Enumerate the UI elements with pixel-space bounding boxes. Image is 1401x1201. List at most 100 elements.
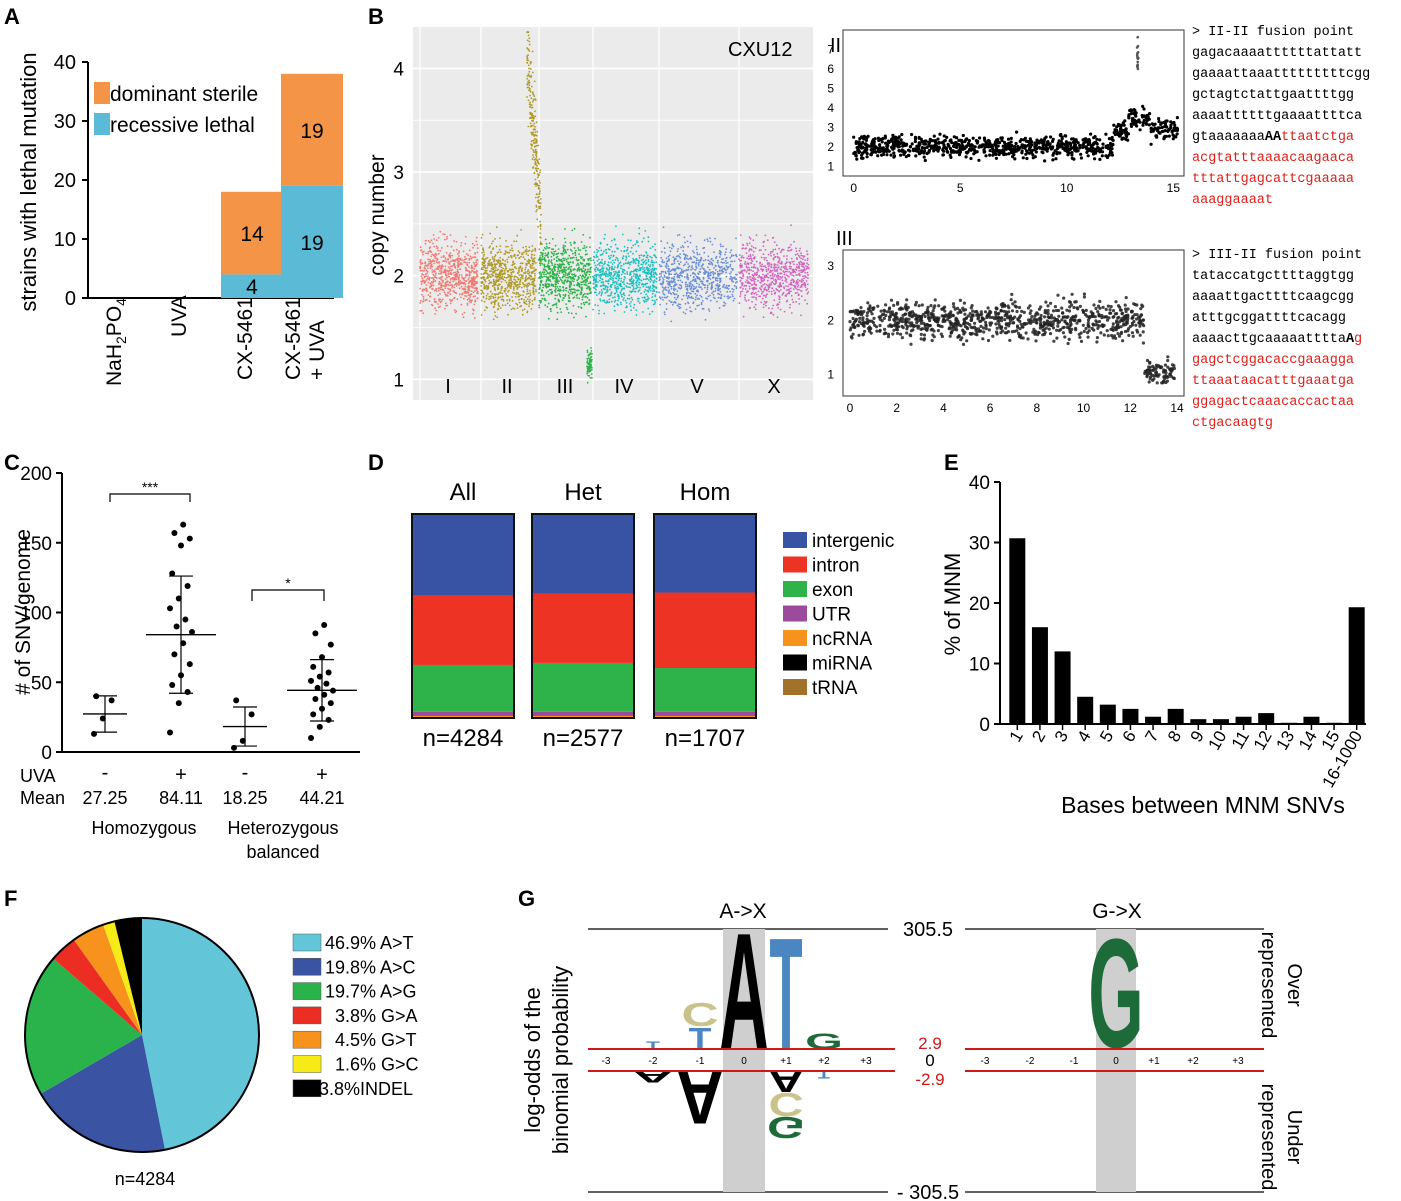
b-point bbox=[692, 271, 695, 274]
b-point bbox=[798, 298, 800, 300]
b-point bbox=[795, 266, 798, 268]
b-point bbox=[665, 276, 668, 279]
b-point bbox=[707, 255, 710, 258]
b-point bbox=[776, 289, 779, 292]
b-point-amplified bbox=[526, 57, 529, 60]
b-point bbox=[490, 242, 493, 245]
b-point bbox=[548, 247, 551, 249]
b-point bbox=[762, 284, 765, 286]
b-point bbox=[677, 260, 679, 263]
b-point bbox=[753, 283, 756, 286]
b-point bbox=[754, 308, 757, 311]
b-point-amplified bbox=[533, 145, 536, 148]
b-point bbox=[437, 236, 440, 239]
b-point bbox=[472, 261, 475, 264]
b-point bbox=[430, 255, 433, 258]
b-point bbox=[704, 259, 707, 261]
b-point bbox=[735, 237, 737, 240]
b-point bbox=[423, 288, 426, 291]
b-point bbox=[625, 259, 627, 261]
b-point bbox=[673, 269, 676, 272]
b-point bbox=[515, 302, 518, 305]
b-point bbox=[480, 292, 483, 295]
b-point bbox=[480, 281, 483, 283]
b-point bbox=[786, 299, 789, 302]
b-point bbox=[661, 259, 664, 261]
b-point bbox=[465, 253, 468, 255]
b-point bbox=[603, 312, 606, 315]
b-point bbox=[438, 264, 441, 267]
b-point bbox=[483, 272, 486, 274]
b-point bbox=[610, 273, 613, 276]
b-point bbox=[525, 276, 527, 279]
b-point bbox=[741, 270, 743, 273]
b-point bbox=[466, 304, 469, 306]
b-point bbox=[604, 286, 607, 288]
b-point bbox=[598, 247, 601, 249]
b-point bbox=[430, 277, 433, 279]
b-point bbox=[772, 313, 775, 316]
b2-point bbox=[994, 156, 999, 160]
b-point bbox=[564, 228, 566, 230]
b-point bbox=[441, 281, 444, 284]
b-point bbox=[438, 261, 441, 264]
b-point bbox=[631, 280, 634, 283]
b-point bbox=[665, 308, 668, 310]
b-point bbox=[612, 275, 615, 278]
b-point bbox=[593, 251, 596, 253]
b-point bbox=[603, 250, 605, 253]
b-point bbox=[453, 262, 456, 265]
b-point bbox=[486, 267, 489, 269]
b-point bbox=[461, 293, 463, 295]
b-point bbox=[547, 252, 549, 255]
b-point-amplified bbox=[526, 39, 529, 42]
b-point bbox=[434, 274, 437, 277]
b-point bbox=[607, 294, 610, 297]
b-point bbox=[593, 277, 596, 280]
a-bar-segment bbox=[221, 274, 283, 298]
b-point bbox=[634, 262, 637, 265]
b-point bbox=[487, 263, 490, 265]
b-point bbox=[742, 247, 744, 250]
b-point bbox=[593, 261, 596, 264]
b-point bbox=[560, 311, 563, 313]
b-point bbox=[653, 276, 655, 278]
b-point bbox=[649, 281, 652, 283]
b-point bbox=[790, 257, 793, 260]
b-point bbox=[550, 308, 552, 310]
b-point bbox=[516, 276, 519, 279]
b-point bbox=[476, 290, 479, 293]
b-point bbox=[566, 260, 568, 263]
b-point bbox=[470, 267, 473, 269]
b-point bbox=[766, 289, 768, 292]
b-point bbox=[759, 261, 761, 264]
b-point bbox=[558, 272, 561, 274]
b-point bbox=[539, 273, 541, 275]
b-point bbox=[697, 276, 699, 279]
b-point bbox=[702, 308, 705, 310]
b-point bbox=[506, 295, 509, 297]
b-point bbox=[565, 276, 568, 279]
b-point bbox=[732, 299, 735, 302]
b-point bbox=[780, 262, 783, 264]
b-point bbox=[765, 304, 767, 307]
b-point bbox=[526, 298, 529, 300]
b-point bbox=[673, 293, 675, 295]
b-point bbox=[690, 269, 692, 271]
b-point bbox=[509, 277, 512, 280]
b-point bbox=[550, 251, 553, 254]
b-point bbox=[653, 261, 655, 264]
b-point bbox=[448, 269, 451, 272]
b-ytick-label: 2 bbox=[393, 267, 404, 288]
b-point bbox=[481, 266, 483, 269]
b-point bbox=[659, 303, 661, 306]
b-point bbox=[440, 247, 443, 249]
b-point bbox=[774, 273, 776, 276]
b-point bbox=[618, 262, 621, 265]
b-point bbox=[498, 265, 501, 268]
b-point bbox=[608, 265, 610, 267]
b-point bbox=[771, 269, 774, 272]
b-point bbox=[612, 296, 614, 299]
b-point bbox=[484, 278, 486, 281]
b-point-amplified bbox=[531, 91, 534, 93]
